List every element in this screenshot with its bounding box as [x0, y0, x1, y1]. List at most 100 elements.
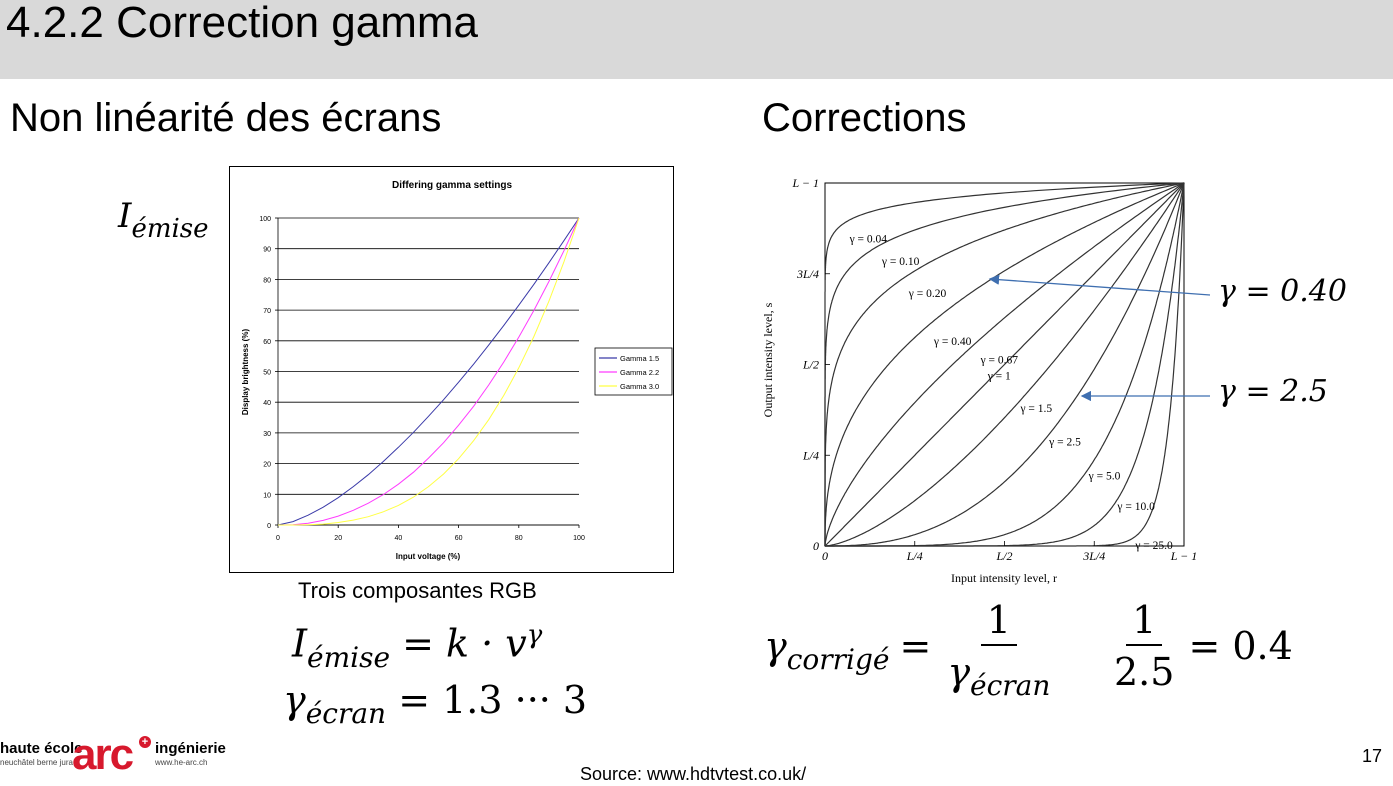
x-tick-label-3: 3L/4 [1082, 549, 1105, 563]
formula-example: 1 2.5 = 0.4 [1108, 598, 1293, 694]
formula-corrected-sub: corrigé [786, 643, 890, 676]
callout-arrow-gamma-0-40 [988, 274, 1211, 296]
gamma-curve-label-10: γ = 25.0 [1134, 540, 1173, 552]
logo-brand: arc [72, 730, 134, 779]
formula-corrected-denominator-sub: écran [970, 669, 1051, 702]
formula-corrected-numerator: 1 [980, 598, 1017, 646]
y-tick-label-100: 100 [259, 216, 271, 223]
logo-url: www.he-arc.ch [155, 758, 208, 767]
y-tick-label-30: 30 [263, 431, 271, 438]
chart-caption: Trois composantes RGB [298, 578, 537, 603]
gamma-curve-7 [825, 182, 1185, 547]
gamma-settings-chart: Differing gamma settings 0 10 20 30 40 50 60 70… [229, 166, 674, 573]
formula-example-numerator: 1 [1126, 598, 1163, 646]
formula-emission-rhs: = k · v [402, 621, 527, 666]
formula-screen-gamma-rhs: = 1.3 ··· 3 [398, 678, 588, 722]
x-tick-label-2: L/2 [995, 549, 1012, 563]
gamma-curve-5 [824, 182, 1185, 547]
x-tick-label-80: 80 [515, 535, 523, 542]
y-symbol: I [118, 196, 132, 236]
right-heading: Corrections [762, 96, 967, 140]
callout-gamma-0-40: γ = 0.40 [1218, 274, 1347, 309]
y-tick-label-3: 3L/4 [796, 267, 819, 281]
gamma-curve-10 [825, 182, 1185, 547]
formula-corrected-equals: = [899, 624, 932, 668]
legend-label-2: Gamma 3.0 [620, 382, 659, 391]
chart-y-axis-label: Display brightness (%) [241, 329, 250, 416]
gamma-curve-8 [825, 182, 1185, 547]
gamma-curve-label-3: γ = 0.40 [933, 336, 972, 348]
y-tick-label-50: 50 [263, 370, 271, 377]
y-tick-label-80: 80 [263, 277, 271, 284]
callout-arrows [988, 274, 1211, 402]
page-number: 17 [1362, 746, 1383, 766]
formula-example-result: = 0.4 [1188, 624, 1293, 668]
x-tick-label-60: 60 [455, 535, 463, 542]
y-tick-label-0: 0 [813, 539, 819, 553]
y-tick-label-60: 60 [263, 339, 271, 346]
title-bar [0, 0, 1393, 79]
legend-label-0: Gamma 1.5 [620, 354, 659, 363]
y-tick-label-1: L/4 [802, 448, 819, 462]
logo-haute-ecole: haute école [0, 740, 83, 757]
gamma-curve-3 [824, 182, 1185, 546]
formula-corrected-fraction: 1 γécran [941, 598, 1056, 702]
power-chart-y-axis-label: Output intensity level, s [761, 302, 775, 417]
source-citation: Source: www.hdtvtest.co.uk/ [580, 764, 807, 784]
series-line-1 [277, 217, 580, 526]
series-line-0 [277, 217, 580, 526]
left-heading: Non linéarité des écrans [10, 96, 442, 140]
formula-emission: Iémise = k · vγ [292, 620, 543, 674]
y-variable-label: Iémise [118, 196, 209, 244]
y-tick-label-2: L/2 [802, 358, 819, 372]
formula-corrected-lhs: γ [764, 624, 787, 668]
formula-example-denominator: 2.5 [1114, 650, 1175, 694]
x-tick-label-20: 20 [334, 535, 342, 542]
gamma-curve-label-0: γ = 0.04 [849, 234, 888, 246]
x-tick-label-1: L/4 [906, 549, 923, 563]
formula-corrected-gamma: γcorrigé = 1 γécran [764, 598, 1056, 702]
gamma-curve-label-6: γ = 1.5 [1019, 403, 1052, 415]
logo-plus-icon: + [139, 736, 151, 748]
y-tick-label-90: 90 [263, 247, 271, 254]
x-tick-label-40: 40 [395, 535, 403, 542]
y-tick-label-4: L − 1 [791, 176, 819, 190]
gamma-curve-label-9: γ = 10.0 [1116, 501, 1155, 513]
callout-gamma-2-5: γ = 2.5 [1218, 374, 1328, 409]
legend-box [594, 347, 673, 396]
formula-screen-gamma: γécran = 1.3 ··· 3 [283, 678, 588, 730]
formula-emission-sub: émise [307, 640, 391, 674]
formula-emission-lhs: I [292, 621, 308, 666]
power-law-curves-chart: γ = 0.04 γ = 0.10 γ = 0.20 γ = 0.40 γ = 0.67… [761, 176, 1198, 585]
gamma-curve-label-5: γ = 1 [987, 370, 1011, 382]
legend-label-1: Gamma 2.2 [620, 368, 659, 377]
series-line-2 [278, 217, 580, 526]
y-tick-label-40: 40 [263, 400, 271, 407]
y-tick-label-70: 70 [263, 308, 271, 315]
gamma-curve-label-4: γ = 0.67 [980, 355, 1019, 367]
chart-title: Differing gamma settings [392, 180, 512, 191]
x-tick-label-0: 0 [276, 535, 280, 542]
gamma-curve-label-8: γ = 5.0 [1088, 470, 1121, 482]
he-arc-logo: haute école neuchâtel berne jura arc + i… [0, 730, 230, 782]
gamma-curve-2 [824, 182, 1185, 546]
formula-screen-gamma-lhs: γ [283, 678, 306, 722]
y-subscript: émise [131, 214, 209, 244]
y-tick-label-10: 10 [263, 492, 271, 499]
x-tick-label-4: L − 1 [1170, 549, 1198, 563]
formula-emission-exponent: γ [526, 620, 543, 650]
y-tick-label-20: 20 [263, 462, 271, 469]
formula-screen-gamma-sub: écran [305, 697, 387, 730]
gamma-curve-4 [824, 182, 1185, 546]
formula-example-fraction: 1 2.5 [1108, 598, 1180, 694]
x-tick-label-0: 0 [822, 549, 828, 563]
chart-x-axis-label: Input voltage (%) [396, 552, 461, 561]
gamma-curve-6 [824, 182, 1185, 547]
logo-region: neuchâtel berne jura [0, 758, 73, 767]
logo-ingenierie: ingénierie [155, 740, 226, 757]
gamma-curve-0 [824, 182, 1185, 546]
power-chart-x-axis-label: Input intensity level, r [951, 571, 1057, 585]
x-tick-label-100: 100 [573, 535, 585, 542]
y-tick-label-0: 0 [267, 523, 271, 530]
gamma-curve-label-2: γ = 0.20 [908, 288, 947, 300]
